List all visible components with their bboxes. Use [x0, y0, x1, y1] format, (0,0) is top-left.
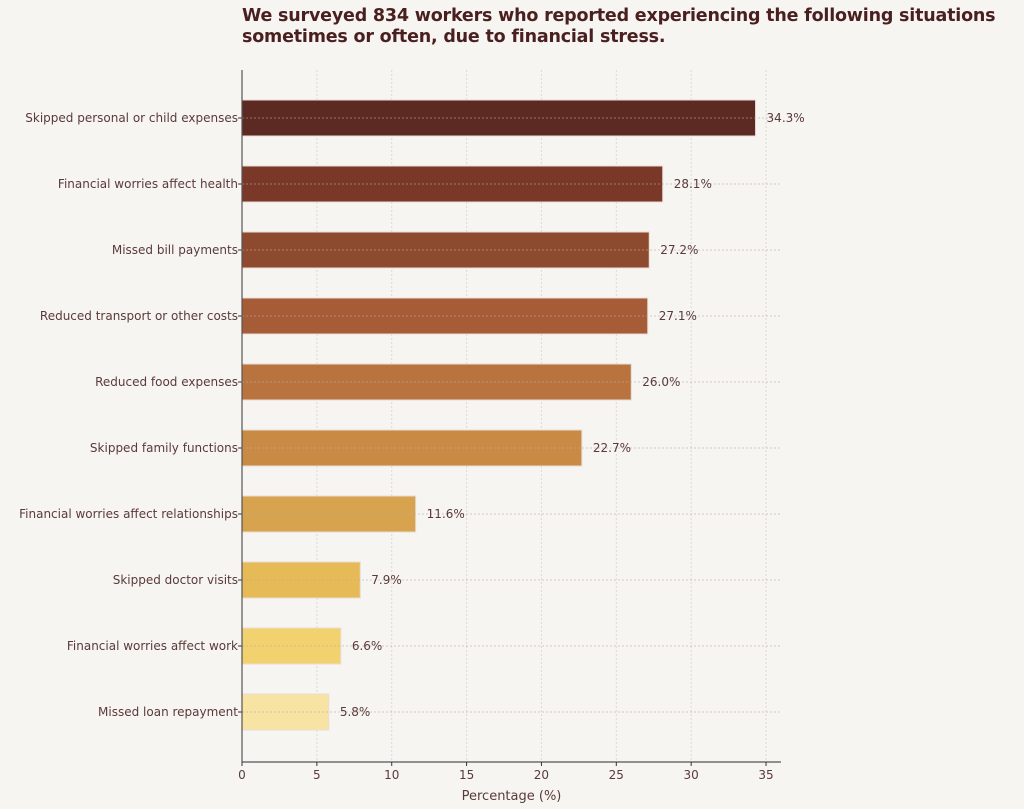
- category-label: Missed bill payments: [112, 243, 238, 257]
- x-axis-label: Percentage (%): [462, 789, 562, 804]
- data-label: 22.7%: [593, 441, 631, 455]
- x-tick-label: 30: [684, 768, 699, 782]
- category-label: Financial worries affect work: [67, 639, 238, 653]
- bar: [241, 363, 632, 401]
- bar: [241, 231, 650, 269]
- x-tick-label: 5: [313, 768, 321, 782]
- x-tick-label: 15: [459, 768, 474, 782]
- x-tick-label: 0: [238, 768, 246, 782]
- bar: [241, 165, 664, 203]
- data-label: 28.1%: [674, 177, 712, 191]
- x-tick-label: 10: [384, 768, 399, 782]
- data-label: 6.6%: [352, 639, 383, 653]
- bar: [241, 495, 417, 533]
- data-label: 27.2%: [660, 243, 698, 257]
- category-label: Financial worries affect health: [58, 177, 238, 191]
- chart-title: We surveyed 834 workers who reported exp…: [242, 6, 996, 47]
- category-label: Skipped family functions: [90, 441, 238, 455]
- data-label: 7.9%: [371, 573, 402, 587]
- category-label: Financial worries affect relationships: [19, 507, 238, 521]
- x-tick-label: 20: [534, 768, 549, 782]
- category-label: Reduced food expenses: [95, 375, 238, 389]
- category-label: Reduced transport or other costs: [40, 309, 238, 323]
- data-label: 11.6%: [427, 507, 465, 521]
- data-label: 26.0%: [642, 375, 680, 389]
- category-label: Missed loan repayment: [98, 705, 238, 719]
- data-label: 5.8%: [340, 705, 371, 719]
- x-tick-label: 35: [758, 768, 773, 782]
- x-tick-label: 25: [609, 768, 624, 782]
- category-label: Skipped personal or child expenses: [25, 111, 238, 125]
- category-label: Skipped doctor visits: [113, 573, 238, 587]
- data-label: 34.3%: [767, 111, 805, 125]
- data-label: 27.1%: [659, 309, 697, 323]
- bar: [241, 561, 361, 599]
